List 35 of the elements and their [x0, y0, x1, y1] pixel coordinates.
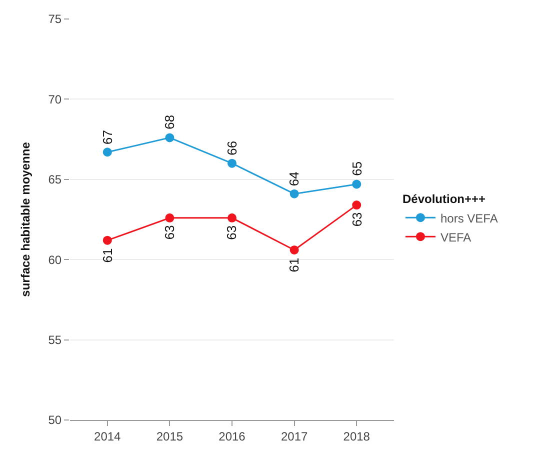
data-label: 63	[350, 212, 365, 227]
point	[165, 133, 174, 142]
data-label: 64	[286, 172, 302, 186]
y-tick-label: 70	[48, 92, 62, 106]
x-tick-label: 2018	[343, 429, 370, 444]
point	[352, 200, 362, 210]
legend-label: VEFA	[440, 230, 472, 244]
legend-label: hors VEFA	[440, 211, 498, 226]
point	[102, 236, 112, 245]
point	[165, 213, 174, 222]
x-tick-label: 2015	[156, 429, 184, 444]
y-tick-label: 75	[48, 12, 62, 26]
point	[290, 245, 299, 254]
data-label: 68	[162, 114, 177, 130]
y-tick-label: 60	[48, 252, 62, 267]
y-tick-label: 50	[48, 413, 62, 428]
point	[352, 180, 362, 189]
data-label: 63	[162, 225, 177, 240]
data-label: 63	[224, 225, 240, 240]
data-label: 67	[100, 130, 116, 145]
data-label: 61	[286, 258, 302, 272]
y-axis-title: surface habitable moyenne	[18, 142, 33, 297]
point	[228, 213, 236, 222]
legend-title: Dévolution+++	[402, 192, 486, 206]
data-label: 66	[224, 140, 240, 156]
data-label: 61	[100, 248, 116, 263]
x-tick-label: 2014	[94, 429, 122, 444]
point	[228, 158, 236, 168]
x-tick-label: 2016	[218, 429, 246, 444]
y-tick-label: 65	[48, 172, 62, 187]
x-tick-label: 2017	[280, 429, 308, 444]
point	[102, 148, 112, 157]
data-label: 65	[349, 161, 364, 176]
y-tick-label: 55	[48, 333, 62, 347]
point	[290, 189, 299, 198]
